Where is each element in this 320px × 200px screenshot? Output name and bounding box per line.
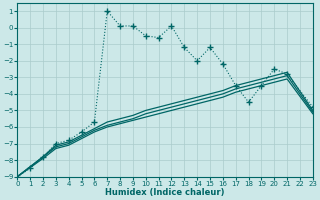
X-axis label: Humidex (Indice chaleur): Humidex (Indice chaleur): [105, 188, 225, 197]
